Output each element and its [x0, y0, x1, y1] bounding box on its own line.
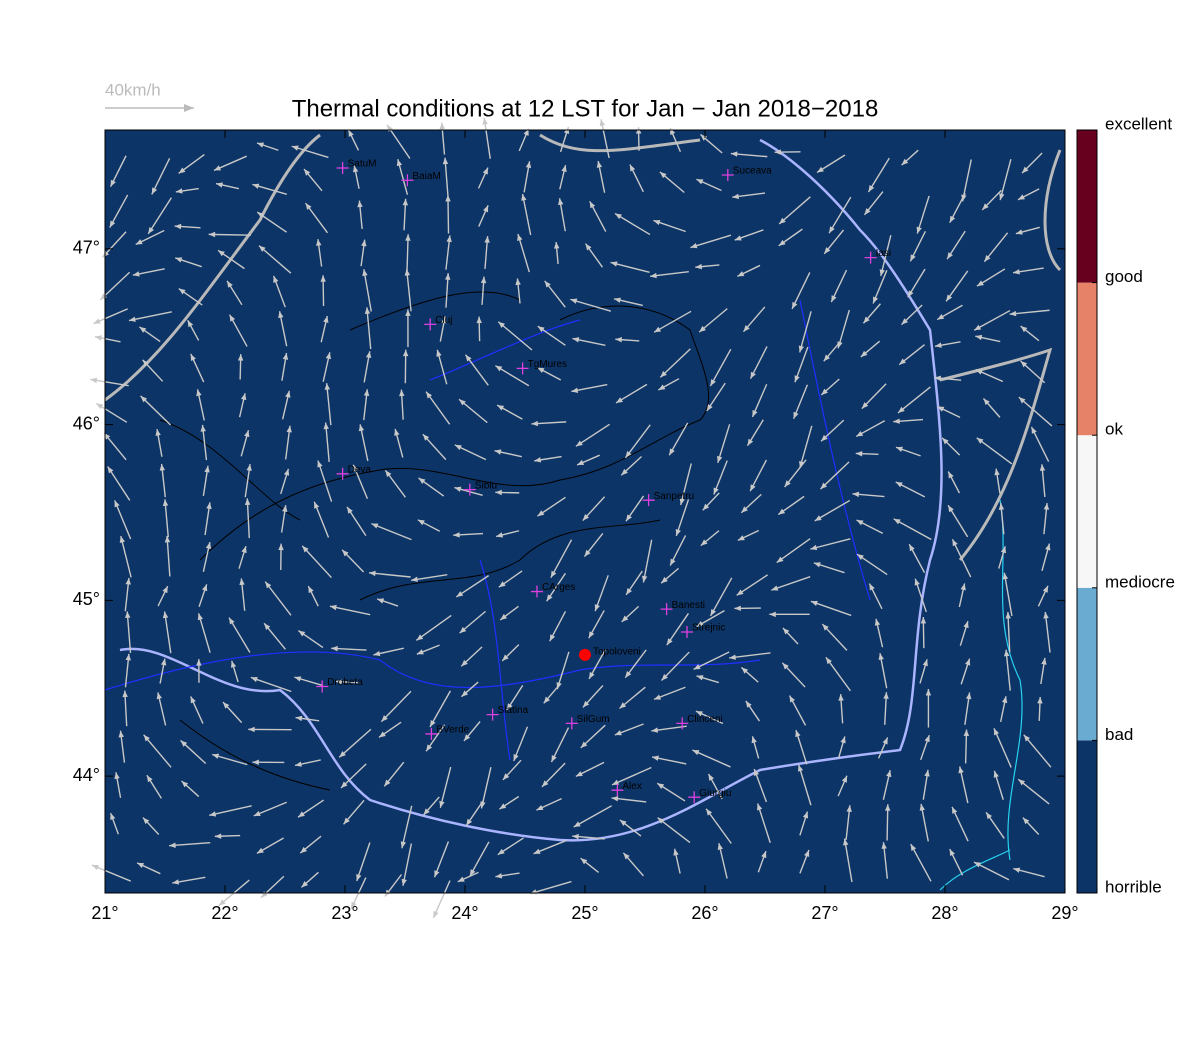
colorbar-segment — [1077, 130, 1097, 283]
wind-legend-label: 40km/h — [105, 80, 161, 99]
colorbar-label: good — [1105, 267, 1143, 286]
station-label: Suceava — [733, 166, 772, 177]
y-tick-label: 44° — [73, 765, 100, 785]
x-tick-label: 24° — [451, 903, 478, 923]
x-tick-label: 22° — [211, 903, 238, 923]
colorbar-label: horrible — [1105, 877, 1162, 896]
y-tick-label: 45° — [73, 589, 100, 609]
wind-head — [95, 335, 102, 340]
station-label: Drobeta — [327, 677, 363, 688]
highlight-marker — [579, 649, 591, 661]
x-tick-label: 27° — [811, 903, 838, 923]
station-label: Iasi — [876, 248, 892, 259]
station-label: BaiaM — [412, 171, 440, 182]
map-area — [105, 130, 1065, 893]
y-tick-label: 46° — [73, 413, 100, 433]
colorbar-label: mediocre — [1105, 572, 1175, 591]
station-label: SatuM — [348, 159, 377, 170]
station-label: Clinceni — [687, 714, 723, 725]
highlight-label: Topoloveni — [593, 646, 641, 657]
station-label: Giurgiu — [699, 788, 731, 799]
wind-head — [90, 378, 97, 383]
x-tick-label: 21° — [91, 903, 118, 923]
station-label: Strejnic — [692, 623, 725, 634]
y-tick-label: 47° — [73, 238, 100, 258]
station-label: Cluj — [435, 315, 452, 326]
x-tick-label: 23° — [331, 903, 358, 923]
station-label: Banesti — [672, 600, 705, 611]
x-tick-label: 25° — [571, 903, 598, 923]
wind-head — [92, 865, 99, 870]
station-label: Deva — [348, 464, 372, 475]
station-label: BVerde — [436, 725, 469, 736]
x-tick-label: 26° — [691, 903, 718, 923]
wind-legend-head — [184, 104, 194, 112]
colorbar-segment — [1077, 740, 1097, 893]
station-label: CArges — [542, 582, 575, 593]
station-label: Sanpetru — [654, 491, 695, 502]
colorbar-segment — [1077, 283, 1097, 436]
station-label: Slatina — [498, 705, 529, 716]
colorbar-label: bad — [1105, 725, 1133, 744]
station-label: TgMures — [528, 359, 567, 370]
station-label: Sibiu — [475, 480, 497, 491]
colorbar-label: ok — [1105, 420, 1123, 439]
x-tick-label: 28° — [931, 903, 958, 923]
station-label: Alex — [622, 781, 641, 792]
wind-legend-arrow — [105, 104, 194, 112]
colorbar-label: excellent — [1105, 114, 1172, 133]
x-tick-label: 29° — [1051, 903, 1078, 923]
title: Thermal conditions at 12 LST for Jan − J… — [292, 95, 879, 122]
colorbar-segment — [1077, 588, 1097, 741]
station-label: SilGum — [577, 714, 610, 725]
colorbar-segment — [1077, 435, 1097, 588]
